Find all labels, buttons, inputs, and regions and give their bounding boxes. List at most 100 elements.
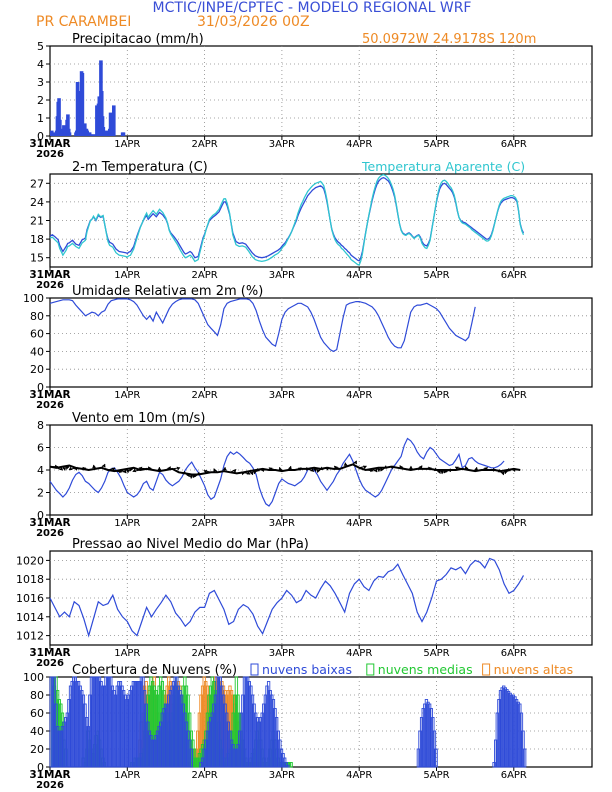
x-tick-label: 2APR [192, 390, 218, 401]
series-humidity [49, 298, 476, 353]
cloud-low-bar [286, 764, 290, 768]
x-tick-label: 6APR [501, 770, 527, 781]
legend-swatch [366, 663, 375, 676]
cloud-low-bar [189, 748, 193, 768]
wind-arrow-head [132, 468, 137, 473]
wind-arrow-head [376, 468, 381, 472]
panel-title: Umidade Relativa em 2m (%) [72, 284, 263, 299]
x-tick-label: 31MAR [29, 769, 70, 781]
precip-bar [67, 132, 72, 136]
legend-apparent-temp: Temperatura Aparente (C) [361, 159, 525, 174]
wind-arrow-head [92, 464, 97, 469]
y-tick-label: 80 [30, 689, 44, 702]
x-tick-label: 5APR [423, 770, 449, 781]
x-tick-label: 5APR [423, 270, 449, 281]
x-tick-label: 1APR [114, 139, 140, 150]
wind-arrow-head [122, 469, 127, 473]
precip-bar [57, 98, 61, 136]
wind-arrow-head [222, 467, 227, 471]
wind-arrow-head [474, 467, 479, 471]
y-tick-label: 2 [37, 94, 44, 107]
header-title: MCTIC/INPE/CPTEC - MODELO REGIONAL WRF [153, 0, 472, 16]
y-tick-label: 4 [37, 58, 44, 71]
y-tick-label: 80 [30, 310, 44, 323]
x-tick-label: 2APR [192, 648, 218, 659]
x-tick-label: 6APR [501, 518, 527, 529]
precip-bar [88, 134, 93, 136]
year-label: 2026 [36, 528, 64, 539]
x-tick-label: 1APR [114, 770, 140, 781]
panel-frame [49, 45, 593, 137]
panel-4: 0 2 4 6 8 31MAR 1APR 2APR 3APR 4APR 5APR 6APR 2026 Ve… [29, 411, 593, 539]
precip-bar [91, 134, 96, 136]
y-tick-label: 1018 [16, 573, 44, 586]
wind-arrow-head [203, 469, 208, 474]
precip-bar [99, 91, 104, 136]
cloud-mid-bar [289, 762, 293, 768]
x-tick-label: 31MAR [29, 269, 70, 281]
x-tick-label: 6APR [501, 270, 527, 281]
y-tick-label: 1014 [16, 611, 44, 624]
wind-arrow-head [440, 470, 445, 475]
wind-arrow-head [500, 471, 505, 475]
precip-bar [66, 114, 70, 136]
y-tick-label: 20 [30, 363, 44, 376]
x-tick-label: 2APR [192, 770, 218, 781]
wind-arrow-head [62, 467, 67, 471]
year-label: 2026 [36, 400, 64, 411]
y-tick-label: 0 [37, 381, 44, 394]
y-tick-label: 20 [30, 743, 44, 756]
x-tick-label: 5APR [423, 648, 449, 659]
x-tick-label: 4APR [346, 139, 372, 150]
y-tick-label: 40 [30, 345, 44, 358]
precip-bar [76, 91, 81, 136]
series-apparent-temperature [49, 173, 525, 266]
y-tick-label: 15 [30, 252, 44, 265]
x-tick-label: 6APR [501, 390, 527, 401]
x-tick-label: 1APR [114, 390, 140, 401]
y-tick-label: 21 [30, 215, 44, 228]
panel-1: 0 1 2 3 4 5 31MAR 1APR 2APR 3APR 4APR 5APR 6APR 2026 P… [29, 32, 593, 160]
series-wind-mean [49, 463, 521, 476]
y-tick-label: 5 [37, 40, 44, 53]
x-tick-label: 3APR [269, 270, 295, 281]
series-pressure [49, 557, 525, 638]
x-tick-label: 1APR [114, 648, 140, 659]
cloud-low-bar [523, 748, 527, 768]
panel-title: Precipitacao (mm/h) [72, 32, 204, 47]
year-label: 2026 [36, 780, 64, 791]
wind-arrow-head [176, 466, 181, 471]
x-tick-label: 4APR [346, 390, 372, 401]
wind-arrow-head [353, 460, 357, 465]
wind-arrow-head [316, 469, 321, 473]
x-tick-label: 1APR [114, 518, 140, 529]
panel-title: Vento em 10m (m/s) [72, 411, 205, 426]
precip-bar [100, 116, 105, 136]
wind-arrow-head [363, 465, 367, 470]
x-tick-label: 2APR [192, 518, 218, 529]
legend-label: nuvens medias [378, 662, 473, 677]
year-label: 2026 [36, 149, 64, 160]
y-tick-label: 1016 [16, 592, 44, 605]
x-tick-label: 2APR [192, 270, 218, 281]
wind-arrow-head [455, 466, 459, 471]
x-tick-label: 4APR [346, 648, 372, 659]
wind-arrow-head [249, 471, 254, 475]
wind-arrow-head [125, 469, 130, 473]
y-tick-label: 0 [37, 761, 44, 774]
precip-bar [112, 105, 116, 136]
legend-swatch [250, 663, 259, 676]
header-coords: 50.0972W 24.9178S 120m [362, 32, 536, 47]
panel-frame [49, 297, 593, 388]
precip-bar [80, 73, 85, 136]
wind-arrow-head [343, 462, 348, 466]
wind-arrow-head [232, 469, 237, 473]
y-tick-label: 1012 [16, 630, 44, 643]
x-tick-label: 31MAR [29, 138, 70, 150]
precip-bar [50, 132, 55, 136]
x-tick-label: 4APR [346, 770, 372, 781]
x-tick-label: 3APR [269, 770, 295, 781]
panel-title: Pressao ao Nivel Medio do Mar (hPa) [72, 537, 309, 552]
x-tick-label: 3APR [269, 648, 295, 659]
